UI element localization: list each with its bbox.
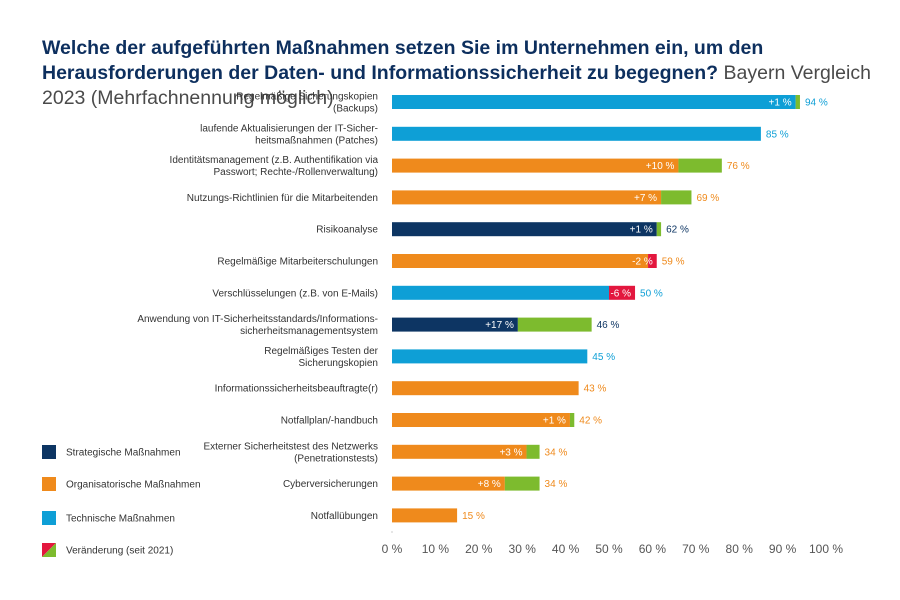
- x-tick-label: 60 %: [639, 542, 667, 556]
- value-label: 43 %: [584, 384, 607, 395]
- x-tick-label: 90 %: [769, 542, 797, 556]
- change-bar: [569, 413, 575, 427]
- x-tick-label: 0 %: [382, 542, 403, 556]
- change-label: -2 %: [632, 257, 653, 268]
- bar: [392, 95, 796, 109]
- category-label: Risikoanalyse: [316, 225, 378, 236]
- bar: [392, 381, 579, 396]
- bar: [392, 317, 518, 332]
- category-label: Notfallübungen: [311, 511, 378, 522]
- category-label: Informationssicherheitsbeauftragte(r): [215, 384, 378, 395]
- change-label: +7 %: [634, 193, 657, 204]
- change-bar: [517, 317, 592, 332]
- change-label: -6 %: [610, 288, 631, 299]
- chart-title-question: Welche der aufgeführten Maßnahmen setzen…: [42, 37, 764, 84]
- category-label: Anwendung von IT-Sicherheitsstandards/In…: [137, 314, 378, 325]
- x-tick-label: 40 %: [552, 542, 580, 556]
- category-label: (Backups): [333, 104, 378, 115]
- bar: [392, 222, 657, 237]
- category-label: Passwort; Rechte-/Rollenverwaltung): [213, 167, 378, 178]
- x-tick-label: 50 %: [595, 542, 623, 556]
- x-tick-label: 70 %: [682, 542, 710, 556]
- value-label: 15 %: [462, 511, 485, 522]
- legend-swatch: [42, 511, 56, 525]
- bar: [392, 476, 505, 491]
- change-label: +3 %: [499, 447, 522, 458]
- bar: [392, 254, 649, 268]
- value-label: 62 %: [666, 225, 689, 236]
- category-label: (Penetrationstests): [294, 453, 378, 464]
- bar: [392, 126, 761, 141]
- bar: [392, 158, 679, 173]
- change-bar: [648, 254, 657, 268]
- legend-label: Organisatorische Maßnahmen: [66, 480, 201, 491]
- legend-swatch-plus: [42, 543, 56, 557]
- value-label: 59 %: [662, 257, 685, 268]
- x-tick-label: 20 %: [465, 542, 493, 556]
- change-bar: [661, 190, 692, 205]
- change-label: +1 %: [769, 98, 792, 109]
- legend-swatch: [42, 445, 56, 459]
- category-label: Verschlüsselungen (z.B. von E-Mails): [212, 288, 378, 299]
- category-label: sicherheitsmanagementsystem: [240, 326, 378, 337]
- category-label: Regelmäßige Sicherungskopien: [236, 92, 378, 103]
- category-label: Sicherungskopien: [299, 358, 379, 369]
- legend-swatch: [42, 477, 56, 491]
- value-label: 46 %: [597, 320, 620, 331]
- category-label: Notfallplan/-handbuch: [281, 416, 378, 427]
- x-tick-label: 100 %: [809, 542, 843, 556]
- change-label: +17 %: [485, 320, 514, 331]
- change-label: +8 %: [478, 479, 501, 490]
- change-label: +10 %: [646, 161, 675, 172]
- value-label: 42 %: [579, 416, 602, 427]
- change-bar: [526, 444, 540, 459]
- value-label: 34 %: [545, 479, 568, 490]
- change-bar: [656, 222, 662, 237]
- bar: [392, 413, 570, 427]
- change-bar: [795, 95, 800, 109]
- x-tick-label: 10 %: [422, 542, 450, 556]
- legend-label: Veränderung (seit 2021): [66, 546, 173, 557]
- category-label: heitsmaßnahmen (Patches): [255, 135, 378, 146]
- change-bar: [504, 476, 540, 491]
- x-tick-label: 30 %: [509, 542, 537, 556]
- value-label: 50 %: [640, 288, 663, 299]
- category-label: Regelmäßiges Testen der: [264, 346, 378, 357]
- change-bar: [609, 285, 636, 300]
- x-tick-label: 80 %: [726, 542, 754, 556]
- chart-title: Welche der aufgeführten Maßnahmen setzen…: [42, 36, 872, 111]
- change-label: +1 %: [543, 416, 566, 427]
- bar: [392, 285, 609, 300]
- bar: [392, 508, 458, 523]
- bar: [392, 190, 662, 205]
- value-label: 69 %: [696, 193, 719, 204]
- value-label: 34 %: [545, 447, 568, 458]
- legend-label: Strategische Maßnahmen: [66, 448, 181, 459]
- value-label: 85 %: [766, 129, 789, 140]
- category-label: Identitätsmanagement (z.B. Authentifikat…: [170, 155, 379, 166]
- category-label: Cyberversicherungen: [283, 479, 378, 490]
- bar: [392, 444, 527, 459]
- change-bar: [678, 158, 722, 173]
- category-label: Externer Sicherheitstest des Netzwerks: [203, 441, 378, 452]
- value-label: 94 %: [805, 98, 828, 109]
- bar: [392, 349, 588, 364]
- value-label: 76 %: [727, 161, 750, 172]
- category-label: Regelmäßige Mitarbeiterschulungen: [217, 257, 378, 268]
- category-label: Nutzungs-Richtlinien für die Mitarbeiten…: [187, 193, 378, 204]
- change-label: +1 %: [630, 225, 653, 236]
- category-label: laufende Aktualisierungen der IT-Sicher-: [200, 123, 378, 134]
- value-label: 45 %: [592, 352, 615, 363]
- legend-label: Technische Maßnahmen: [66, 514, 175, 525]
- chart-subtitle: Bayern Vergleich 2023 (Mehrfachnennung m…: [42, 62, 871, 109]
